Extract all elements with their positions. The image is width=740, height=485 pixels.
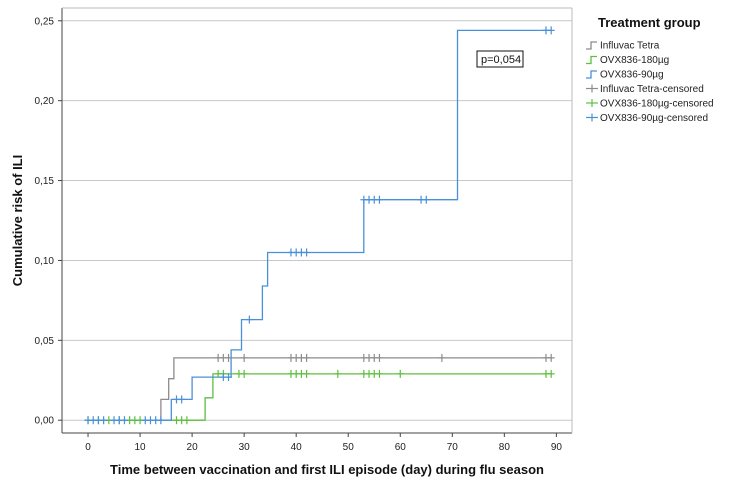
legend-items: Influvac Tetra OVX836-180µg OVX836-90µg Inf…	[586, 41, 714, 124]
censor-mark	[375, 195, 383, 204]
legend-item: OVX836-180µg	[586, 55, 669, 66]
legend-label: OVX836-90µg-censored	[600, 113, 708, 124]
legend-label: Influvac Tetra-censored	[600, 84, 704, 95]
x-tick-label: 90	[551, 442, 563, 453]
censor-mark	[438, 353, 446, 362]
x-tick-label: 10	[134, 442, 146, 453]
legend-item: Influvac Tetra	[586, 41, 660, 52]
censor-mark	[225, 373, 233, 382]
legend-swatch	[586, 70, 597, 79]
x-tick-label: 40	[291, 442, 303, 453]
y-tick-label: 0,20	[35, 96, 55, 107]
censor-mark	[240, 353, 248, 362]
y-tick-label: 0,00	[35, 416, 55, 427]
legend-label: Influvac Tetra	[600, 41, 660, 52]
censor-mark	[183, 416, 191, 425]
legend-label: OVX836-180µg	[600, 55, 669, 66]
censor-mark	[375, 353, 383, 362]
censor-layer	[84, 26, 555, 425]
legend-label: OVX836-180µg-censored	[600, 99, 714, 110]
y-tick-label: 0,10	[35, 256, 55, 267]
y-tick-label: 0,15	[35, 176, 55, 187]
censor-mark	[240, 369, 248, 378]
p-value-text: p=0,054	[481, 54, 521, 66]
legend-item: Influvac Tetra-censored	[586, 84, 704, 95]
x-tick-label: 20	[187, 442, 199, 453]
y-ticks: 0,00 0,05 0,10 0,15 0,20 0,25	[35, 16, 62, 427]
censor-mark	[375, 369, 383, 378]
x-tick-label: 30	[239, 442, 251, 453]
censor-mark	[547, 353, 555, 362]
x-tick-label: 70	[447, 442, 459, 453]
censor-mark	[303, 353, 311, 362]
p-value-annotation: p=0,054	[476, 50, 524, 68]
legend-item: OVX836-90µg	[586, 70, 664, 81]
censor-mark	[178, 395, 186, 404]
legend: Treatment group Influvac Tetra OVX836-180…	[586, 15, 714, 124]
censor-mark	[547, 369, 555, 378]
y-tick-label: 0,25	[35, 16, 55, 27]
legend-label: OVX836-90µg	[600, 70, 664, 81]
x-tick-label: 80	[499, 442, 511, 453]
censor-mark	[120, 416, 128, 425]
censor-mark	[225, 353, 233, 362]
x-ticks: 0 10 20 30 40 50 60 70 80 90	[85, 433, 562, 453]
x-tick-label: 60	[395, 442, 407, 453]
legend-title: Treatment group	[598, 15, 701, 30]
legend-item: OVX836-90µg-censored	[586, 113, 708, 124]
legend-item: OVX836-180µg-censored	[586, 99, 714, 110]
x-axis-title: Time between vaccination and first ILI e…	[110, 462, 544, 477]
censor-mark	[303, 248, 311, 257]
x-tick-label: 0	[85, 442, 91, 453]
censor-mark	[245, 315, 253, 324]
censor-mark	[303, 369, 311, 378]
legend-swatch	[586, 55, 597, 65]
censor-mark	[334, 369, 342, 378]
censor-mark	[396, 369, 404, 378]
x-tick-label: 50	[343, 442, 355, 453]
legend-swatch	[586, 41, 597, 50]
censor-mark	[422, 195, 430, 204]
censor-mark	[157, 416, 165, 425]
censor-mark	[547, 26, 555, 35]
censor-mark	[100, 416, 108, 425]
y-tick-label: 0,05	[35, 336, 55, 347]
y-axis-title: Cumulative risk of ILI	[10, 155, 25, 286]
